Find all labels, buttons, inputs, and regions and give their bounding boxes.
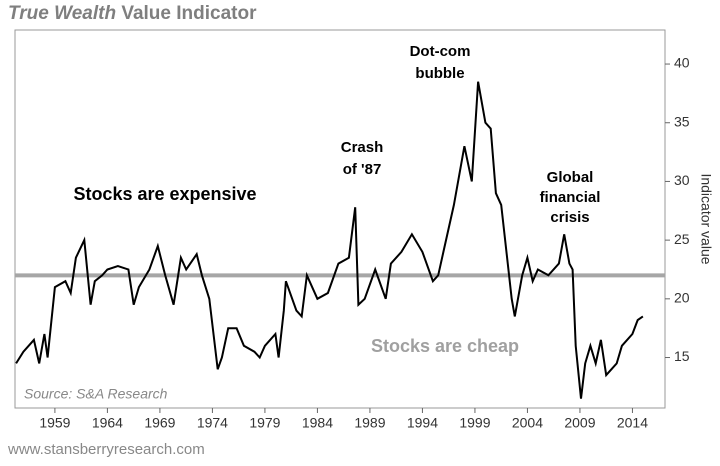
x-tick-label: 2014: [617, 415, 648, 431]
x-tick-label: 1989: [354, 415, 385, 431]
title-italic: True Wealth: [8, 3, 116, 24]
annotation: Global: [547, 169, 594, 186]
source: Source: S&A Research: [24, 386, 168, 402]
y-tick-label: 35: [674, 113, 690, 129]
y-tick-label: 30: [674, 172, 690, 188]
x-tick-label: 1979: [249, 415, 280, 431]
chart-title: True Wealth Value Indicator: [8, 3, 257, 24]
x-tick-label: 1984: [302, 415, 333, 431]
x-tick-label: 1999: [459, 415, 490, 431]
y-axis-label: Indicator value: [698, 173, 714, 264]
annotation: Stocks are cheap: [371, 336, 519, 356]
footer: www.stansberryresearch.com: [7, 441, 205, 458]
x-tick-label: 1974: [197, 415, 228, 431]
x-tick-label: 1969: [144, 415, 175, 431]
series-line: [15, 81, 644, 399]
x-tick-label: 1994: [407, 415, 438, 431]
annotation: Stocks are expensive: [73, 184, 256, 204]
x-tick-label: 1964: [92, 415, 123, 431]
annotation: crisis: [550, 209, 589, 226]
y-tick-label: 20: [674, 290, 690, 306]
annotation: of '87: [343, 161, 382, 178]
annotation: Dot-com: [410, 43, 471, 60]
y-tick-label: 40: [674, 55, 690, 71]
y-tick-label: 25: [674, 231, 690, 247]
annotation: financial: [540, 189, 601, 206]
x-tick-label: 2009: [564, 415, 595, 431]
title-rest: Value Indicator: [121, 3, 257, 24]
annotation: bubble: [415, 65, 464, 82]
y-tick-label: 15: [674, 348, 690, 364]
x-tick-label: 2004: [512, 415, 543, 431]
x-tick-label: 1959: [39, 415, 70, 431]
annotation: Crash: [341, 139, 384, 156]
plot-frame: [14, 29, 666, 409]
